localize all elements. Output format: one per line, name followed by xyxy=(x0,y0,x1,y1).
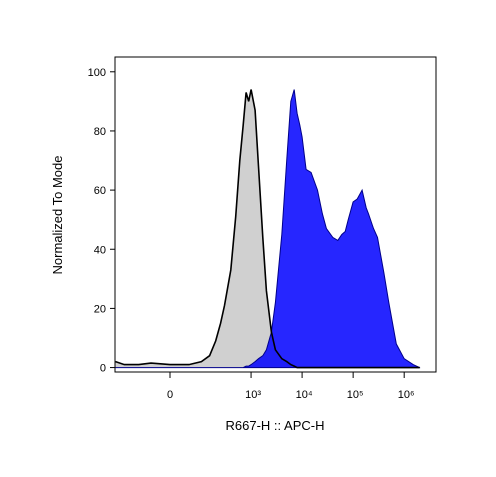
plot-frame xyxy=(114,56,437,373)
y-axis-label: Normalized To Mode xyxy=(50,156,65,275)
y-tick-label: 0 xyxy=(100,363,106,375)
y-tick-label: 40 xyxy=(94,244,106,256)
x-tick-label: 10⁴ xyxy=(296,389,313,401)
histogram-outline xyxy=(115,89,420,369)
histogram-area xyxy=(115,89,420,368)
histogram-area xyxy=(115,89,421,369)
x-axis-label: R667-H :: APC-H xyxy=(226,418,325,433)
y-tick-label: 20 xyxy=(94,303,106,315)
y-tick-label: 60 xyxy=(94,185,106,197)
x-tick-label: 10⁵ xyxy=(347,389,364,401)
y-tick-label: 100 xyxy=(88,67,106,79)
x-tick-label: 0 xyxy=(167,389,173,401)
y-tick-label: 80 xyxy=(94,126,106,138)
x-tick-label: 10³ xyxy=(245,389,261,401)
x-tick-label: 10⁶ xyxy=(398,389,415,401)
